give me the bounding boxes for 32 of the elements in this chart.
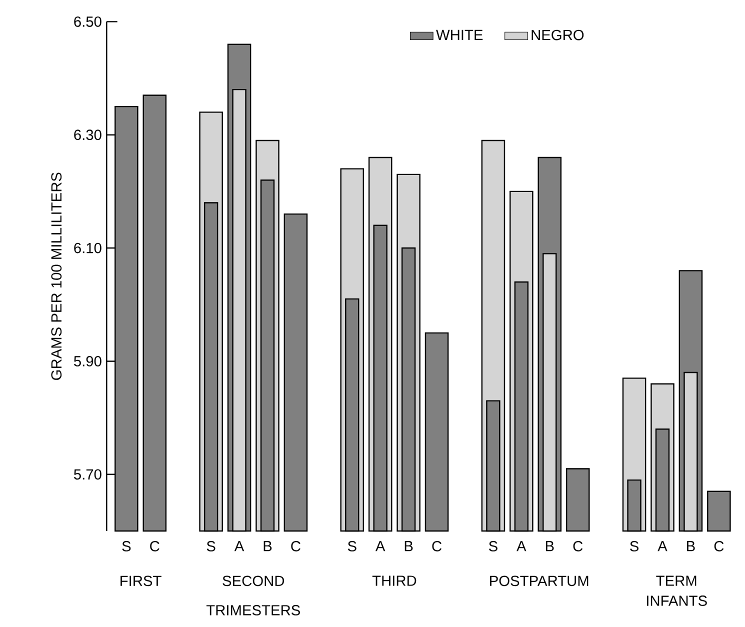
x-tick-label: B [264, 541, 272, 552]
legend-label: NEGRO [532, 30, 584, 40]
x-tick-label: C [573, 541, 583, 552]
y-tick-label: 5.90 [74, 356, 102, 366]
text: THIRD [372, 576, 416, 586]
x-tick-label: S [122, 541, 131, 552]
x-tick-label: B [687, 541, 695, 552]
x-tick-label: A [658, 541, 668, 552]
x-tick-label: C [432, 541, 442, 552]
x-tick-label: C [150, 541, 160, 552]
y-tick-label: 6.50 [74, 16, 102, 27]
x-tick-label: B [404, 541, 413, 552]
x-tick-label: S [488, 541, 498, 552]
x-tick-label: S [348, 541, 356, 552]
x-tick-label: S [206, 541, 216, 552]
x-tick-label: A [516, 541, 526, 552]
text: TERM INFANTS [646, 576, 707, 606]
legend-label: WHITE [436, 30, 483, 40]
text: POSTPARTUM [490, 576, 588, 586]
text: FIRST [120, 576, 162, 586]
x-tick-label: S [630, 541, 638, 552]
x-tick-label: C [714, 541, 724, 552]
y-tick-label: 6.30 [74, 130, 102, 140]
text: TRIMESTERS [206, 605, 300, 616]
y-tick-label: 6.10 [74, 242, 102, 254]
text: SECOND [222, 576, 284, 586]
y-tick-label: 5.70 [74, 469, 102, 480]
x-tick-label: C [291, 541, 300, 552]
y-axis-title: GRAMS PER 100 MILLILITERS [51, 172, 62, 380]
x-tick-label: A [234, 541, 244, 552]
x-tick-label: B [546, 541, 554, 552]
x-tick-label: A [375, 541, 386, 552]
